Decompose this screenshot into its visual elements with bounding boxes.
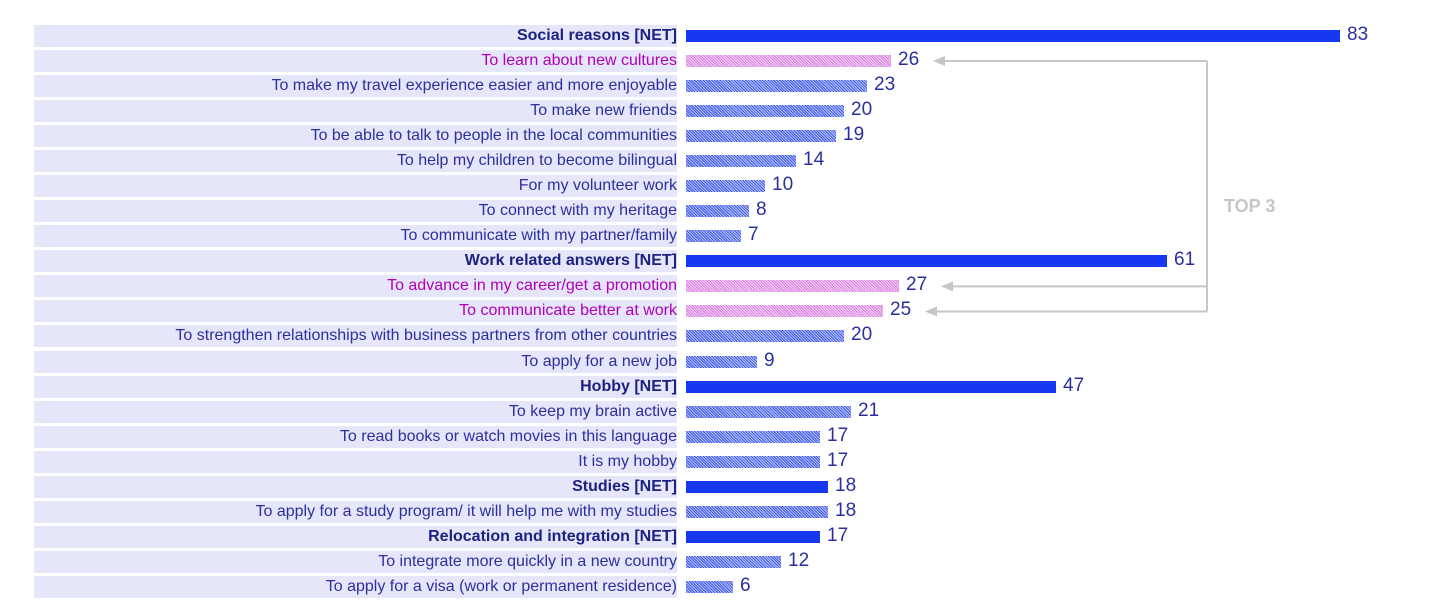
arrow-head-icon [941, 281, 953, 292]
bar [686, 505, 828, 518]
value-label: 61 [1174, 249, 1196, 271]
category-label: Studies [NET] [572, 477, 677, 495]
row-background [34, 325, 677, 348]
row-background [34, 525, 677, 548]
value-label: 83 [1347, 24, 1369, 45]
row-background [34, 100, 677, 123]
category-label: To keep my brain active [508, 402, 677, 420]
value-label: 6 [740, 574, 751, 596]
row-background [34, 125, 677, 148]
bar [686, 430, 820, 443]
row-background [34, 275, 677, 298]
value-label: 23 [874, 74, 896, 96]
value-label: 10 [772, 174, 794, 196]
category-label: To integrate more quickly in a new count… [378, 552, 677, 570]
value-label: 17 [827, 424, 849, 446]
row-background [34, 450, 677, 473]
bar [686, 555, 781, 568]
category-label: To make new friends [530, 102, 677, 120]
value-label: 8 [756, 199, 767, 221]
net-bar [686, 530, 820, 543]
bar [686, 455, 820, 468]
category-label: Hobby [NET] [580, 377, 677, 395]
net-bar [686, 255, 1167, 268]
category-label: To apply for a visa (work or permanent r… [325, 577, 677, 595]
row-background [34, 500, 677, 523]
bar [686, 230, 741, 243]
row-background [34, 50, 677, 73]
bar [686, 155, 796, 168]
value-label: 7 [748, 224, 759, 246]
category-label: To apply for a study program/ it will he… [255, 502, 678, 520]
category-label: To make my travel experience easier and … [271, 77, 677, 95]
category-label: To be able to talk to people in the loca… [310, 127, 677, 145]
row-background [34, 550, 677, 573]
bar [686, 280, 899, 293]
row-background [34, 175, 677, 198]
value-label: 20 [851, 324, 873, 346]
arrow-head-icon [933, 56, 945, 67]
value-label: 27 [906, 274, 928, 296]
bar [686, 330, 844, 343]
category-label: To advance in my career/get a promotion [387, 277, 677, 295]
bar [686, 405, 851, 418]
category-label: Relocation and integration [NET] [428, 527, 677, 545]
category-label: To read books or watch movies in this la… [339, 427, 677, 445]
arrow-head-icon [925, 306, 937, 317]
value-label: 12 [788, 549, 810, 571]
value-label: 20 [851, 99, 873, 121]
value-label: 9 [764, 349, 775, 371]
row-background [34, 250, 677, 273]
value-label: 47 [1063, 374, 1085, 396]
category-label: To communicate with my partner/family [400, 227, 677, 245]
bar [686, 305, 883, 318]
row-background [34, 300, 677, 323]
row-background [34, 425, 677, 448]
category-label: To help my children to become bilingual [396, 152, 677, 170]
row-background [34, 200, 677, 223]
bar [686, 355, 757, 368]
value-label: 17 [827, 524, 849, 546]
top3-annotation: TOP 3 [1224, 196, 1276, 216]
row-background [34, 25, 677, 47]
category-label: To strengthen relationships with busines… [175, 327, 677, 345]
bar [686, 180, 765, 193]
value-label: 17 [827, 449, 849, 471]
category-label: It is my hobby [578, 452, 677, 470]
value-label: 26 [898, 49, 920, 71]
bar [686, 80, 867, 93]
value-label: 21 [858, 399, 880, 421]
net-bar [686, 380, 1056, 393]
net-bar [686, 480, 828, 493]
bar [686, 580, 733, 593]
row-background [34, 375, 677, 398]
bar [686, 205, 749, 218]
category-label: Social reasons [NET] [516, 27, 677, 44]
bar [686, 130, 836, 143]
row-background [34, 75, 677, 98]
value-label: 18 [835, 474, 857, 496]
value-label: 18 [835, 499, 857, 521]
category-label: To communicate better at work [459, 302, 677, 320]
category-label: Work related answers [NET] [464, 252, 677, 270]
category-label: For my volunteer work [518, 177, 677, 195]
row-background [34, 150, 677, 173]
net-bar [686, 30, 1340, 42]
bar [686, 55, 891, 68]
row-background [34, 575, 677, 598]
category-label: To learn about new cultures [481, 52, 677, 70]
row-background [34, 475, 677, 498]
row-background [34, 350, 677, 373]
row-background [34, 225, 677, 248]
category-label: To connect with my heritage [478, 202, 677, 220]
value-label: 19 [843, 124, 865, 146]
value-label: 14 [803, 149, 825, 171]
value-label: 25 [890, 299, 912, 321]
bar [686, 105, 844, 118]
row-background [34, 400, 677, 423]
category-label: To apply for a new job [521, 352, 677, 370]
